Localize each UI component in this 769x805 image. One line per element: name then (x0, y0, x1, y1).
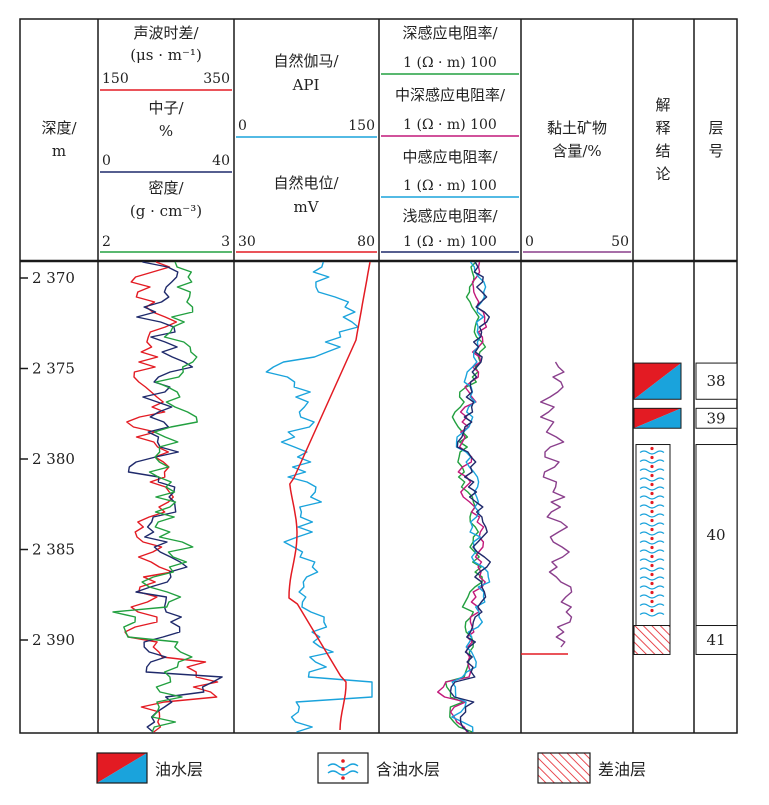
middeep-res-range: 1 (Ω · m) 100 (403, 117, 497, 133)
layer-40: 40 (635, 444, 738, 627)
neutron-max: 40 (212, 153, 230, 169)
density-min: 2 (102, 234, 111, 250)
medium-res-curve (451, 261, 491, 733)
sp-title: 自然电位/ (273, 174, 339, 192)
gr-unit: API (292, 76, 320, 94)
neutron-curve (127, 261, 223, 733)
depth-title: 深度/ (41, 119, 77, 137)
gr-min: 0 (238, 118, 247, 134)
legend-poor-oil-label: 差油层 (598, 760, 646, 779)
interp-char: 论 (655, 165, 670, 183)
middeep-res-title: 中深感应电阻率/ (395, 86, 506, 104)
interp-char: 释 (655, 119, 670, 137)
clay-curve (540, 361, 573, 648)
neutron-title: 中子/ (148, 99, 184, 117)
interp-char: 结 (655, 142, 670, 160)
deep-res-title: 深感应电阻率/ (402, 24, 498, 42)
depth-tick-label: 2 370 (32, 269, 75, 287)
gr-max: 150 (348, 118, 375, 134)
interpretation-column: 38 39 40 41 (633, 362, 738, 655)
clay-max: 50 (611, 234, 629, 250)
depth-tick-label: 2 390 (32, 631, 75, 649)
gr-curve (265, 261, 373, 733)
depth-unit: m (52, 142, 66, 160)
clay-unit: 含量/% (552, 142, 601, 160)
neutron-min: 0 (102, 153, 111, 169)
legend-oil-water-swatch (96, 752, 148, 784)
layer-title: 层 号 (708, 119, 723, 160)
layer-number: 41 (706, 631, 725, 649)
shallow-res-title: 浅感应电阻率/ (402, 207, 498, 225)
clay-title: 黏土矿物 (547, 119, 607, 137)
gr-title: 自然伽马/ (273, 52, 339, 70)
neutron-unit: % (159, 122, 173, 140)
layer-number: 38 (706, 372, 725, 390)
depth-tick-label: 2 380 (32, 450, 75, 468)
medium-res-title: 中感应电阻率/ (402, 148, 498, 166)
legend-poor-oil-swatch (537, 752, 591, 784)
legend-oil-bearing-water-label: 含油水层 (376, 760, 440, 779)
layer-number: 39 (706, 409, 725, 427)
depth-ticks: 2 370 2 375 2 380 2 385 2 390 (20, 269, 75, 649)
sonic-title: 声波时差/ (133, 24, 199, 42)
sp-min: 30 (238, 234, 256, 250)
sonic-curve (124, 261, 219, 733)
layer-38: 38 (633, 362, 738, 400)
shallow-res-curve (449, 261, 491, 733)
legend-oil-water-label: 油水层 (155, 760, 203, 779)
sonic-max: 350 (203, 71, 230, 87)
clay-min: 0 (525, 234, 534, 250)
sp-max: 80 (357, 234, 375, 250)
sp-curve (288, 261, 371, 731)
density-title: 密度/ (148, 179, 184, 197)
deep-res-range: 1 (Ω · m) 100 (403, 55, 497, 71)
layer-41: 41 (633, 625, 738, 655)
sonic-min: 150 (102, 71, 129, 87)
layer-char: 层 (708, 119, 723, 137)
medium-res-range: 1 (Ω · m) 100 (403, 178, 497, 194)
density-max: 3 (221, 234, 230, 250)
legend-oil-bearing-water-swatch (317, 752, 369, 784)
layer-char: 号 (708, 142, 723, 160)
deep-res-curve (444, 261, 487, 733)
sp-unit: mV (293, 198, 319, 216)
density-unit: (g · cm⁻³) (130, 202, 202, 220)
middeep-res-curve (437, 261, 488, 733)
depth-tick-label: 2 375 (32, 360, 75, 378)
log-curves (112, 261, 573, 733)
sonic-unit: (μs · m⁻¹) (130, 46, 202, 64)
density-curve (112, 261, 198, 733)
depth-tick-label: 2 385 (32, 541, 75, 559)
interp-char: 解 (655, 96, 670, 114)
legend: 油水层 含油水层 差油层 (96, 752, 646, 784)
layer-39: 39 (633, 407, 738, 429)
log-frame (19, 18, 738, 734)
shallow-res-range: 1 (Ω · m) 100 (403, 234, 497, 250)
interp-title: 解 释 结 论 (655, 96, 670, 183)
layer-number: 40 (706, 526, 725, 544)
